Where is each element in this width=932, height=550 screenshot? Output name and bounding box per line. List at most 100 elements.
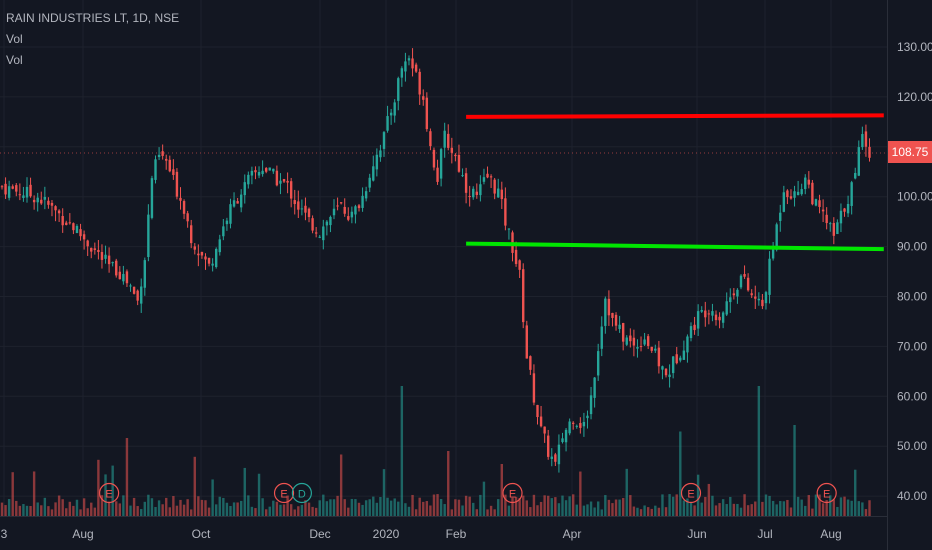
- volume-bar: [104, 474, 107, 516]
- candle-body: [311, 218, 314, 231]
- candle-body: [268, 167, 271, 171]
- volume-bar: [432, 494, 436, 516]
- volume-bar: [65, 508, 68, 516]
- candle-body: [222, 226, 225, 237]
- candle-body: [239, 194, 243, 208]
- volume-bar: [825, 500, 828, 516]
- candle-body: [72, 223, 75, 231]
- candle-body: [679, 357, 682, 361]
- candle-body: [707, 313, 711, 315]
- volume-bar: [68, 501, 72, 516]
- volume-bar: [636, 507, 639, 516]
- candle-body: [97, 249, 100, 252]
- volume-bar: [836, 506, 839, 516]
- volume-bar: [579, 471, 582, 516]
- volume-bar: [147, 494, 150, 516]
- candle-body: [347, 216, 350, 220]
- time-tick-label: 2020: [373, 527, 400, 541]
- candle-body: [364, 191, 368, 199]
- time-axis[interactable]: 3 Aug Oct Dec 2020 Feb Apr Jun Jul Aug: [1, 527, 842, 541]
- volume-bar: [507, 505, 511, 516]
- candle-body: [750, 293, 753, 296]
- volume-bar: [547, 495, 550, 516]
- earnings-marker[interactable]: [98, 482, 120, 504]
- volume-bar: [182, 504, 186, 516]
- event-marker-label: D: [298, 489, 306, 501]
- candle-body: [275, 170, 279, 186]
- candle-body: [779, 212, 782, 221]
- volume-bar: [193, 456, 196, 516]
- time-tick-label: Feb: [446, 527, 467, 541]
- candle-body: [343, 206, 346, 214]
- candle-body: [36, 197, 39, 203]
- candle-body: [489, 176, 493, 178]
- candle-body: [475, 191, 479, 195]
- candle-body: [736, 289, 739, 297]
- candlestick-series: [0, 48, 871, 473]
- candle-body: [389, 112, 393, 116]
- volume-bar: [361, 504, 364, 516]
- volume-bar: [757, 386, 761, 516]
- volume-bars: [0, 386, 871, 516]
- volume-bar: [364, 500, 368, 516]
- time-tick-label: 3: [1, 527, 8, 541]
- volume-bar: [839, 497, 843, 516]
- candle-body: [140, 286, 143, 304]
- candle-body: [714, 314, 718, 321]
- candle-body: [461, 175, 464, 177]
- candle-body: [846, 203, 850, 214]
- volume-bar: [629, 495, 632, 516]
- volume-bar: [289, 504, 293, 516]
- volume-bar: [268, 506, 271, 516]
- volume-bar: [439, 498, 443, 516]
- candle-body: [7, 186, 11, 198]
- volume-indicator-label[interactable]: Vol: [6, 32, 23, 46]
- volume-bar: [443, 504, 446, 516]
- candle-body: [518, 260, 521, 270]
- candle-body: [832, 223, 836, 236]
- volume-bar: [761, 501, 764, 516]
- candle-body: [129, 285, 132, 287]
- volume-bar: [575, 504, 578, 516]
- dividend-marker[interactable]: [291, 482, 312, 504]
- candle-body: [454, 154, 457, 157]
- volume-bar: [411, 494, 414, 516]
- candle-body: [75, 225, 79, 234]
- earnings-marker[interactable]: [680, 482, 702, 504]
- volume-bar: [375, 502, 379, 516]
- volume-bar: [475, 509, 479, 516]
- candle-body: [500, 189, 503, 200]
- volume-bar: [489, 505, 493, 516]
- resistance-trendline[interactable]: [466, 113, 884, 119]
- volume-bar: [611, 503, 614, 516]
- volume-bar: [261, 498, 264, 516]
- volume-bar: [18, 505, 22, 516]
- volume-bar: [100, 495, 104, 516]
- candle-body: [322, 226, 325, 241]
- volume-bar: [247, 495, 250, 516]
- volume-bar: [675, 494, 678, 516]
- candle-body: [368, 177, 371, 188]
- volume-bar: [557, 503, 561, 516]
- event-marker-label: E: [105, 489, 112, 501]
- symbol-title[interactable]: RAIN INDUSTRIES LT, 1D, NSE: [6, 11, 180, 25]
- support-trendline[interactable]: [466, 241, 884, 252]
- trend-lines[interactable]: [466, 113, 884, 252]
- candle-body: [25, 186, 29, 198]
- earnings-marker[interactable]: [502, 482, 523, 504]
- volume-bar: [332, 499, 336, 516]
- volume-bar: [382, 469, 386, 516]
- volume-bar: [318, 500, 321, 516]
- earnings-marker[interactable]: [273, 482, 295, 504]
- volume-indicator-label[interactable]: Vol: [6, 53, 23, 67]
- volume-bar: [350, 498, 354, 516]
- candle-body: [379, 150, 382, 158]
- volume-bar: [229, 505, 232, 516]
- earnings-marker[interactable]: [816, 482, 837, 504]
- candle-body: [771, 248, 775, 259]
- candle-body: [775, 224, 778, 250]
- volume-bar: [725, 504, 728, 516]
- candle-body: [47, 200, 50, 205]
